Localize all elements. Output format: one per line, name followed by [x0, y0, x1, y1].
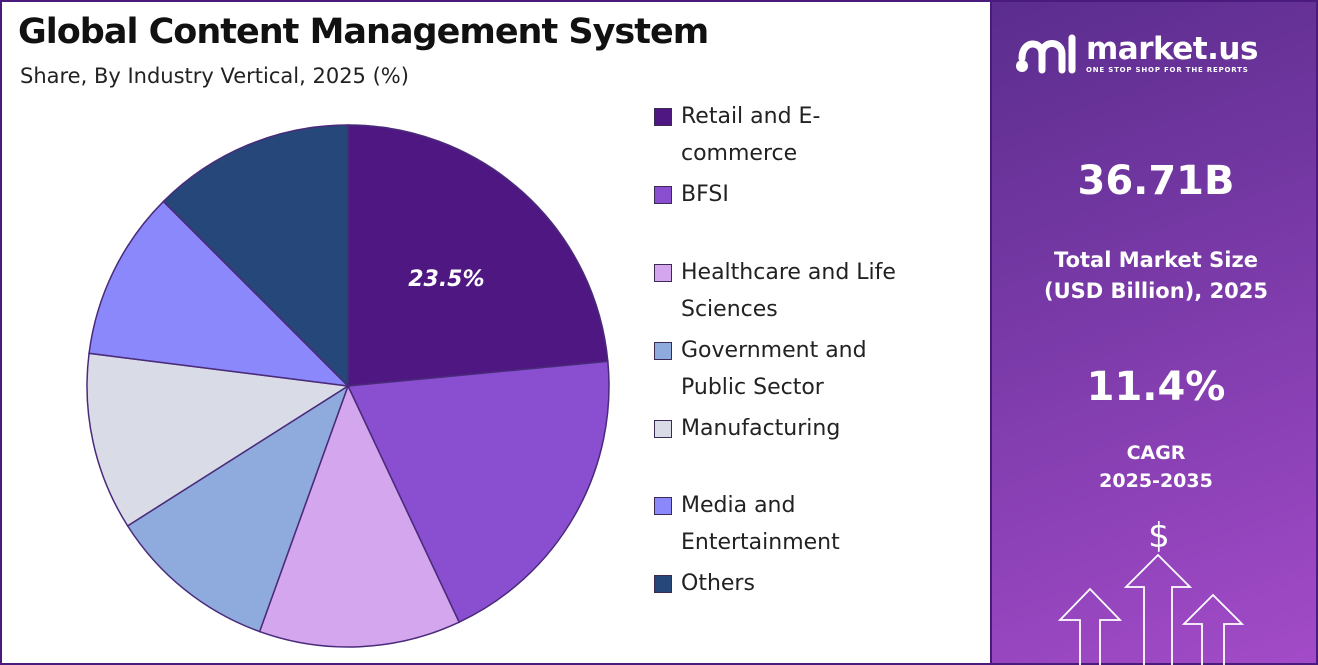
- legend-label: BFSI: [681, 176, 951, 213]
- legend-label: Government and Public Sector: [681, 332, 951, 406]
- legend-label-line: commerce: [681, 141, 798, 166]
- legend-label-line: Healthcare and Life: [681, 260, 896, 285]
- market-size-label-line1: Total Market Size: [1054, 248, 1258, 272]
- pie-slice-others: [162, 124, 349, 388]
- legend-label: Healthcare and Life Sciences: [681, 254, 951, 328]
- legend-label-line: Retail and E-: [681, 104, 821, 129]
- pie-data-label: 23.5%: [408, 267, 484, 292]
- pie-slice-bfsi: [346, 360, 610, 624]
- legend-item: Healthcare and Life Sciences: [654, 254, 951, 328]
- market-size-label: Total Market Size (USD Billion), 2025: [992, 245, 1318, 307]
- legend-swatch: [654, 264, 672, 282]
- legend-label-line: Public Sector: [681, 375, 824, 400]
- cagr-label: CAGR 2025-2035: [992, 439, 1318, 495]
- up-arrow-icon: [1181, 593, 1245, 665]
- legend-item: Manufacturing: [654, 410, 951, 447]
- legend-item: BFSI: [654, 176, 951, 213]
- chart-title: Global Content Management System: [18, 12, 709, 52]
- brand-tagline: ONE STOP SHOP FOR THE REPORTS: [1086, 66, 1249, 74]
- legend-label-line: Entertainment: [681, 530, 840, 555]
- legend-item: Government and Public Sector: [654, 332, 951, 406]
- legend-label-line: Sciences: [681, 297, 778, 322]
- legend-swatch: [654, 575, 672, 593]
- legend-label: Others: [681, 565, 951, 602]
- market-size-label-line2: (USD Billion), 2025: [1043, 279, 1269, 303]
- legend-swatch: [654, 186, 672, 204]
- legend-label: Manufacturing: [681, 410, 951, 447]
- pie-slice-government-and-public-sector: [126, 384, 350, 633]
- market-summary-panel: market.us ONE STOP SHOP FOR THE REPORTS …: [990, 0, 1318, 665]
- market-us-logo-icon: [1016, 34, 1076, 74]
- legend-item: Media and Entertainment: [654, 487, 951, 561]
- up-arrow-icon: [1123, 553, 1193, 665]
- legend-label: Retail and E-commerce: [681, 98, 951, 172]
- legend-swatch: [654, 108, 672, 126]
- cagr-label-line1: CAGR: [1126, 442, 1186, 464]
- up-arrow-icon: [1057, 587, 1123, 665]
- growth-graphic: $: [1057, 516, 1245, 665]
- legend-swatch: [654, 420, 672, 438]
- brand-name: market.us: [1086, 31, 1258, 67]
- brand-logo: market.us ONE STOP SHOP FOR THE REPORTS: [1014, 30, 1258, 76]
- market-size-value: 36.71B: [1077, 158, 1235, 204]
- legend-swatch: [654, 497, 672, 515]
- legend-swatch: [654, 342, 672, 360]
- legend-item: Retail and E-commerce: [654, 98, 951, 172]
- pie-slice-retail-and-e-commerce: [347, 124, 609, 387]
- legend-label-line: BFSI: [681, 182, 729, 207]
- dollar-icon: $: [1148, 516, 1170, 556]
- pie-slice-healthcare-and-life-sciences: [258, 384, 461, 648]
- chart-panel: Global Content Management System Share, …: [0, 0, 990, 665]
- chart-subtitle: Share, By Industry Vertical, 2025 (%): [20, 64, 409, 88]
- legend-label: Media and Entertainment: [681, 487, 951, 561]
- legend-label-line: Government and: [681, 338, 867, 363]
- cagr-label-line2: 2025-2035: [1099, 470, 1213, 492]
- legend-label-line: Manufacturing: [681, 416, 841, 441]
- legend-label-line: Media and: [681, 493, 796, 518]
- pie-slice-manufacturing: [86, 352, 351, 527]
- cagr-value: 11.4%: [1086, 364, 1226, 410]
- legend-label-line: Others: [681, 571, 755, 596]
- pie-chart: 23.5%: [86, 124, 610, 648]
- legend-item: Others: [654, 565, 951, 602]
- pie-slice-media-and-entertainment: [88, 200, 351, 388]
